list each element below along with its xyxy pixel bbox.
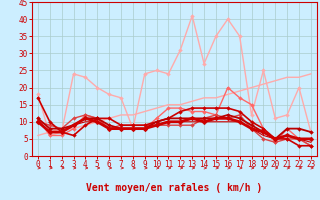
X-axis label: Vent moyen/en rafales ( km/h ): Vent moyen/en rafales ( km/h ) bbox=[86, 183, 262, 193]
